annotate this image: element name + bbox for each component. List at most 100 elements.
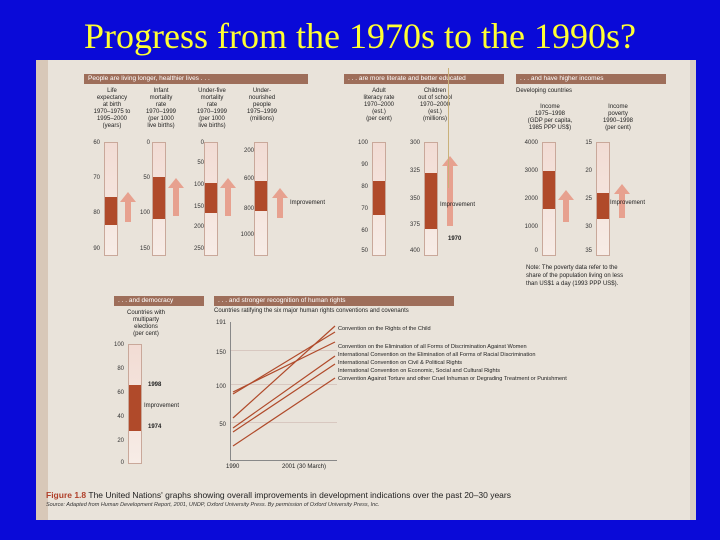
tick: 50 [219,422,226,428]
col-label-infant-mortality: Infant mortality rate 1970–1999 (per 100… [145,88,177,129]
panel-head-literate: . . . are more literate and better educa… [344,74,504,84]
tick: 100 [193,182,204,188]
bar-multiparty-elections [128,344,142,464]
panel-head-democracy: . . . and democracy [114,296,204,306]
rights-plot-area [230,322,337,461]
tick: 100 [357,140,368,146]
x-label-2001: 2001 (30 March) [282,464,327,470]
panel-head-incomes: . . . and have higher incomes [516,74,666,84]
tick: 30 [585,224,592,230]
tick: 80 [117,366,124,372]
tick: 150 [139,246,150,252]
tick: 60 [117,390,124,396]
improvement-label: Improvement [610,200,646,206]
tick: 2000 [524,196,538,202]
col-label-under-five: Under-five mortality rate 1970–1999 (per… [196,88,228,129]
tick: 350 [409,196,420,202]
panel-head-rights: . . . and stronger recognition of human … [214,296,454,306]
tick: 150 [215,350,226,356]
bar-undernourished [254,142,268,256]
figure-caption-text: The United Nations' graphs showing overa… [88,490,511,500]
tick: 80 [93,210,100,216]
subtitle-developing: Developing countries [516,88,573,94]
convention-label: International Convention on Economic, So… [338,368,501,374]
convention-label: Convention Against Torture and other Cru… [338,376,567,382]
bar-adult-literacy [372,142,386,256]
tick: 70 [361,206,368,212]
tick: 1000 [240,232,254,238]
col-label-life-expectancy: Life expectancy at birth 1970–1975 to 19… [93,88,131,129]
bar-life-expectancy [104,142,118,256]
figure-source: Source: Adapted from Human Development R… [46,502,380,508]
convention-label: Convention on the Rights of the Child [338,326,431,332]
scanned-figure: People are living longer, healthier live… [36,60,696,520]
tick: 600 [243,176,254,182]
improvement-label: Improvement [440,202,476,208]
tick: 70 [93,175,100,181]
tick: 400 [409,248,420,254]
tick: 25 [585,196,592,202]
tick: 50 [143,175,150,181]
tick: 60 [361,228,368,234]
tick: 90 [93,246,100,252]
tick: 1000 [524,224,538,230]
tick: 90 [361,162,368,168]
year-label-1974: 1974 [148,424,162,430]
bar-income-poverty [596,142,610,256]
convention-label: International Convention on Civil & Poli… [338,360,463,366]
improvement-label: Improvement [144,403,180,409]
convention-label: International Convention on the Eliminat… [338,352,536,358]
figure-caption: Figure 1.8 The United Nations' graphs sh… [46,490,511,500]
tick: 0 [534,248,538,254]
tick: 300 [409,140,420,146]
slide-title: Progress from the 1970s to the 1990s? [84,16,636,56]
page-edge [36,60,48,520]
figure-label: Figure 1.8 [46,490,87,500]
col-label-multiparty: Countries with multiparty elections (per… [126,310,165,337]
tick: 50 [361,248,368,254]
tick: 20 [117,438,124,444]
panel-head-living: People are living longer, healthier live… [84,74,308,84]
tick: 100 [113,342,124,348]
tick: 200 [193,224,204,230]
page-edge-right [690,60,696,520]
rights-lines [232,325,336,447]
bar-children-out-of-school [424,142,438,256]
tick: 100 [215,384,226,390]
x-label-1990: 1990 [226,464,240,470]
tick: 15 [585,140,592,146]
tick: 191 [215,320,226,326]
poverty-note: Note: The poverty data refer to the shar… [526,265,624,287]
subtitle-rights: Countries ratifying the six major human … [214,308,409,314]
tick: 40 [117,414,124,420]
col-label-undernourished: Under- nourished people 1975–1999 (milli… [246,88,278,122]
tick: 150 [193,204,204,210]
tick: 4000 [524,140,538,146]
col-label-adult-literacy: Adult literacy rate 1970–2000 (est.) (pe… [363,88,395,122]
tick: 0 [146,140,150,146]
tick: 0 [200,140,204,146]
tick: 325 [409,168,420,174]
tick: 20 [585,168,592,174]
col-label-children-out-of-school: Children out of school 1970–2000 (est.) … [417,88,453,122]
col-label-poverty: Income poverty 1990–1998 (per cent) [602,104,634,131]
tick: 375 [409,222,420,228]
year-label-1998: 1998 [148,382,162,388]
tick: 800 [243,206,254,212]
convention-label: Convention on the Elimination of all For… [338,344,527,350]
year-label-1970: 1970 [448,236,462,242]
bar-infant-mortality [152,142,166,256]
tick: 35 [585,248,592,254]
bar-income [542,142,556,256]
col-label-income: Income 1975–1998 (GDP per capita, 1985 P… [527,104,573,131]
tick: 0 [120,460,124,466]
tick: 50 [197,160,204,166]
tick: 100 [139,210,150,216]
tick: 3000 [524,168,538,174]
tick: 60 [93,140,100,146]
bar-under-five [204,142,218,256]
crease-line [448,68,449,188]
tick: 250 [193,246,204,252]
tick: 200 [243,148,254,154]
improvement-label: Improvement [290,200,326,206]
